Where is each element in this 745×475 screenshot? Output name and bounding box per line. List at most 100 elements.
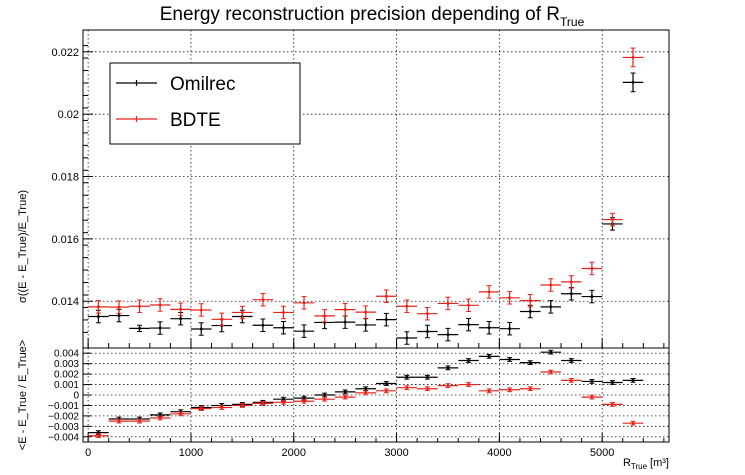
data-point [487,389,491,393]
bottom-point-bdte [314,396,335,402]
data-point [261,298,265,301]
data-point [529,361,532,364]
bottom-point-bdte [458,382,479,387]
top-point-bdte [437,296,459,311]
bottom-point-bdte [232,403,253,408]
data-point [179,317,182,320]
data-point [611,218,614,221]
data-point [364,323,367,327]
top-point-bdte [499,291,520,305]
data-point [200,327,203,331]
top-point-omilrec [561,287,582,301]
bottom-point-bdte [622,420,644,426]
data-point [97,315,100,318]
data-point [426,376,429,379]
data-point [611,381,614,384]
data-point [611,403,614,406]
data-point [343,395,347,399]
bottom-point-bdte [88,433,109,439]
legend-label-omilrec: Omilrec [170,74,235,95]
data-point [385,318,388,321]
data-point [241,404,244,407]
data-point [590,395,594,399]
legend: Omilrec BDTE [109,62,301,145]
top-point-omilrec [417,324,438,339]
top-point-omilrec [129,324,150,332]
top-y-tick-label: 0.016 [51,234,79,246]
bottom-point-omilrec [561,358,582,363]
data-point [158,303,162,307]
data-point [158,326,162,330]
top-point-omilrec [499,321,520,336]
top-point-bdte [273,305,294,320]
top-point-bdte [417,306,438,321]
bottom-point-bdte [437,383,459,388]
top-point-omilrec [540,300,562,314]
data-point [241,311,244,314]
data-point [385,295,388,298]
bottom-point-bdte [334,394,356,400]
bottom-point-omilrec [622,377,644,383]
bottom-point-bdte [540,369,562,375]
top-point-bdte [561,275,582,289]
data-point [426,312,429,315]
legend-box [109,62,301,145]
bottom-y-tick-label: 0.002 [54,370,79,381]
data-point [179,412,182,415]
bottom-point-bdte [149,415,171,421]
bottom-point-bdte [376,388,397,394]
data-point [323,393,326,397]
bottom-y-tick-label: −0.003 [48,422,79,433]
data-point [590,267,594,270]
data-point [467,383,470,386]
bottom-point-bdte [478,388,500,394]
data-point [138,327,141,330]
data-point [364,310,367,314]
bottom-point-bdte [129,418,150,424]
data-point [117,305,121,309]
top-point-bdte [211,312,233,327]
data-point [282,311,285,314]
bottom-x-tick-label: 5000 [590,447,614,459]
bottom-point-omilrec [88,430,109,435]
data-point [261,324,265,327]
x-axis-title-sub: True [631,462,648,471]
bottom-panel-marks [88,349,644,439]
bottom-panel-axes: −0.004−0.003−0.002−0.00100.0010.0020.003… [48,349,665,459]
data-point [138,419,141,423]
top-point-bdte [149,298,171,312]
data-point [508,296,511,300]
top-point-bdte [355,305,376,319]
bottom-point-bdte [417,386,438,392]
top-point-bdte [88,300,109,314]
data-point [282,401,285,404]
data-point [508,358,511,361]
bottom-point-bdte [519,386,541,392]
bottom-point-omilrec [458,358,479,363]
top-y-tick-label: 0.02 [58,109,79,121]
data-point [200,407,203,410]
x-axis-title-unit: [m³] [650,457,669,469]
data-point [97,305,100,309]
data-point [405,376,409,379]
data-point [590,295,594,298]
data-point [405,386,409,389]
bottom-point-omilrec [602,380,623,385]
bottom-y-tick-label: 0.001 [54,380,79,391]
top-point-omilrec [376,312,397,327]
data-point [302,396,306,400]
data-point [343,320,347,324]
data-point [158,413,162,417]
bottom-point-bdte [252,400,274,406]
bottom-point-omilrec [396,374,418,380]
data-point [446,384,450,387]
top-point-bdte [396,299,418,313]
data-point [179,308,182,311]
data-point [529,387,532,390]
bottom-point-omilrec [499,357,520,362]
top-point-omilrec [581,289,603,304]
bottom-point-bdte [355,390,376,396]
bottom-point-bdte [561,377,582,383]
top-point-omilrec [437,327,459,342]
